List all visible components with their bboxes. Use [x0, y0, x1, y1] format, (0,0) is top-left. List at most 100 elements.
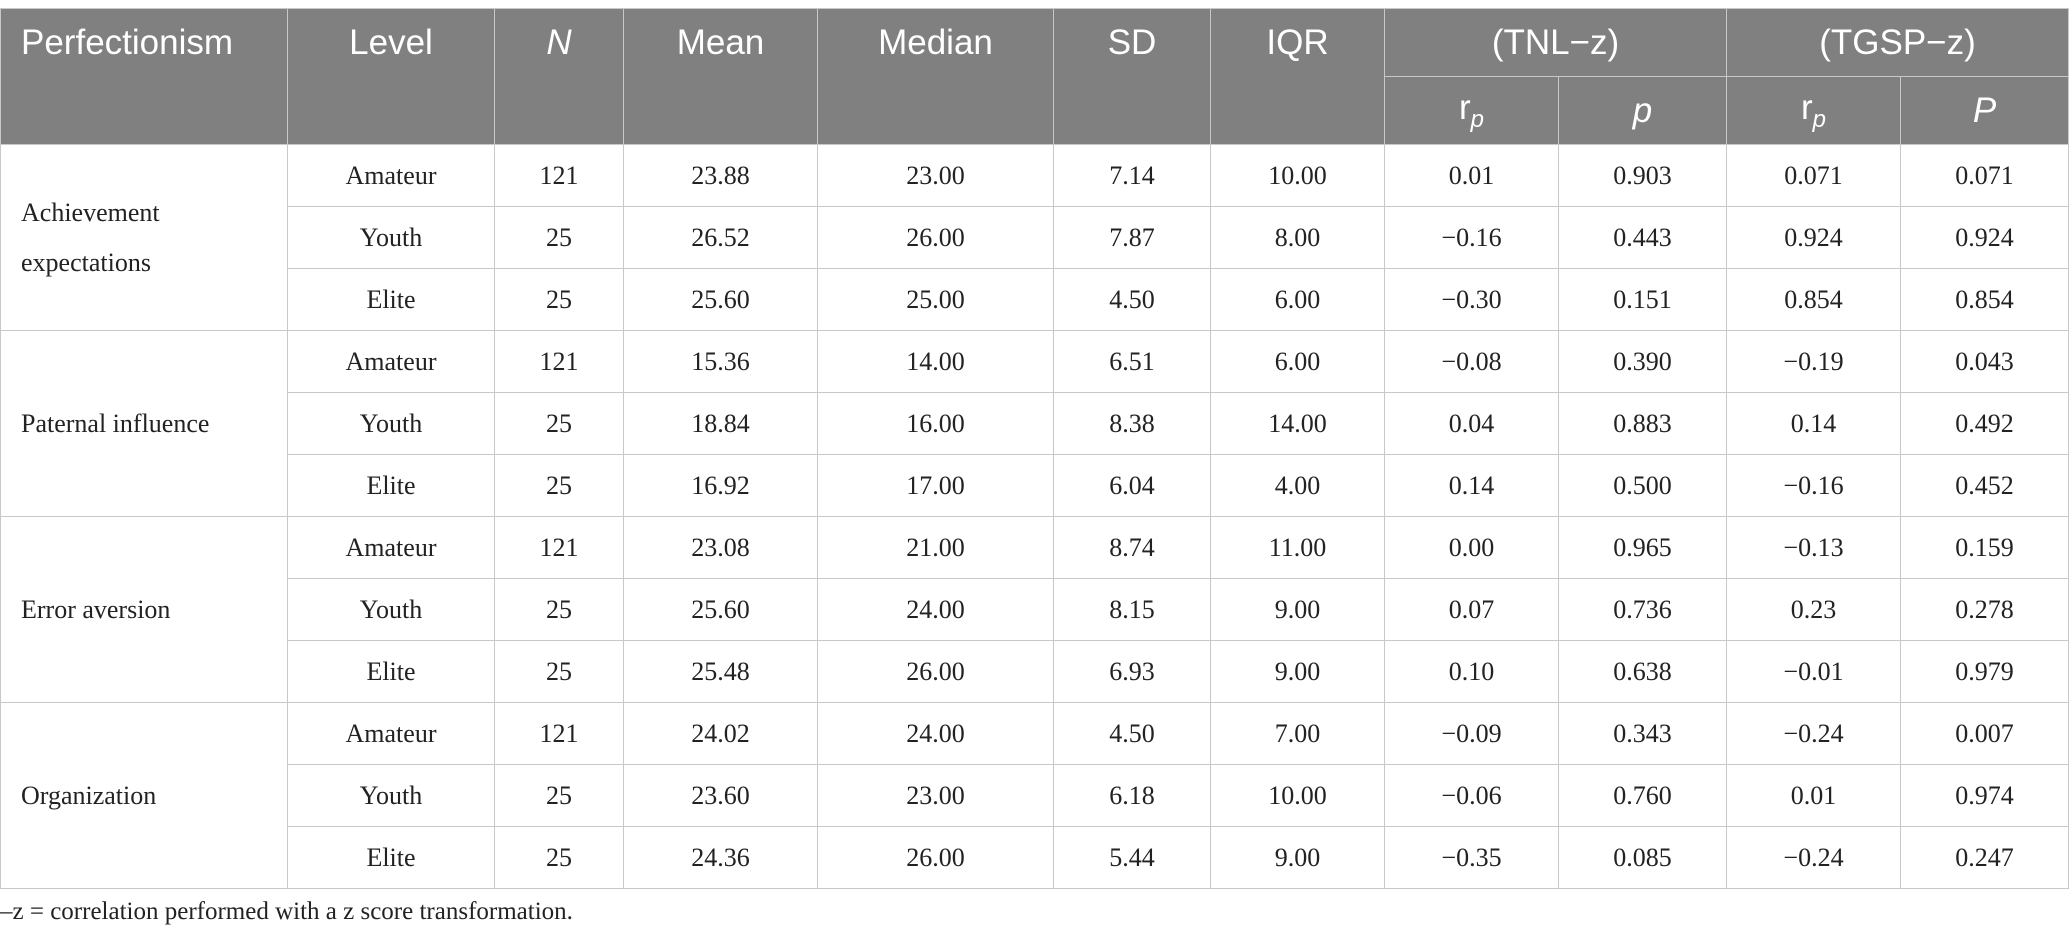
cell-sd: 8.74 — [1053, 516, 1211, 579]
table-row: Youth 25 25.60 24.00 8.15 9.00 0.07 0.736 0.23 0.… — [1, 578, 2070, 641]
table-row: Elite 25 24.36 26.00 5.44 9.00 −0.35 0.085 −0.24… — [1, 826, 2070, 889]
cell-n: 121 — [494, 330, 624, 393]
cell-tnl-rp: 0.10 — [1384, 640, 1559, 703]
cell-median: 26.00 — [817, 640, 1054, 703]
group-label: Achievement expectations — [0, 144, 288, 331]
cell-tgsp-p: 0.043 — [1899, 330, 2070, 393]
cell-tgsp-p: 0.159 — [1899, 516, 2070, 579]
cell-median: 23.00 — [817, 144, 1054, 207]
table-row: Organization Amateur 121 24.02 24.00 4.50 7.00… — [0, 702, 2070, 889]
cell-iqr: 9.00 — [1210, 640, 1385, 703]
cell-mean: 16.92 — [623, 454, 818, 517]
cell-median: 24.00 — [817, 702, 1054, 765]
cell-tnl-p: 0.500 — [1558, 454, 1727, 517]
cell-iqr: 4.00 — [1210, 454, 1385, 517]
cell-tnl-p: 0.903 — [1558, 144, 1727, 207]
rp-base: r — [1800, 87, 1813, 127]
cell-level: Elite — [287, 268, 495, 331]
header-tgsp-p: P — [1899, 76, 2070, 145]
cell-sd: 4.50 — [1053, 268, 1211, 331]
cell-tgsp-rp: −0.24 — [1726, 826, 1901, 889]
cell-tgsp-p: 0.854 — [1899, 268, 2070, 331]
cell-mean: 25.60 — [623, 268, 818, 331]
cell-tgsp-rp: 0.23 — [1726, 578, 1901, 641]
table-row: Youth 25 23.60 23.00 6.18 10.00 −0.06 0.760 0.01… — [1, 764, 2070, 827]
cell-tnl-p: 0.443 — [1558, 206, 1727, 269]
cell-tnl-p: 0.736 — [1558, 578, 1727, 641]
table-row: Youth 25 18.84 16.00 8.38 14.00 0.04 0.883 0.14 0… — [1, 392, 2070, 455]
rp-base: r — [1458, 87, 1471, 127]
cell-tgsp-p: 0.452 — [1899, 454, 2070, 517]
header-perfectionism: Perfectionism — [0, 8, 288, 145]
cell-n: 25 — [494, 640, 624, 703]
cell-tnl-p: 0.965 — [1558, 516, 1727, 579]
cell-iqr: 6.00 — [1210, 268, 1385, 331]
cell-tgsp-p: 0.071 — [1899, 144, 2070, 207]
cell-n: 25 — [494, 268, 624, 331]
header-median: Median — [817, 8, 1054, 145]
cell-median: 25.00 — [817, 268, 1054, 331]
cell-tgsp-rp: −0.13 — [1726, 516, 1901, 579]
cell-median: 26.00 — [817, 826, 1054, 889]
cell-iqr: 6.00 — [1210, 330, 1385, 393]
cell-sd: 6.18 — [1053, 764, 1211, 827]
cell-tnl-p: 0.390 — [1558, 330, 1727, 393]
cell-median: 21.00 — [817, 516, 1054, 579]
table-row: Paternal influence Amateur 121 15.36 14.00 6.… — [0, 330, 2070, 517]
header-tgsp-rp: rp — [1726, 76, 1901, 145]
cell-sd: 8.15 — [1053, 578, 1211, 641]
cell-tnl-p: 0.085 — [1558, 826, 1727, 889]
cell-mean: 15.36 — [623, 330, 818, 393]
cell-median: 24.00 — [817, 578, 1054, 641]
cell-level: Amateur — [287, 702, 495, 765]
cell-n: 25 — [494, 826, 624, 889]
cell-tgsp-rp: 0.01 — [1726, 764, 1901, 827]
cell-tgsp-p: 0.007 — [1899, 702, 2070, 765]
table-row: Elite 25 25.60 25.00 4.50 6.00 −0.30 0.151 0.854… — [1, 268, 2070, 331]
cell-tgsp-p: 0.974 — [1899, 764, 2070, 827]
cell-mean: 24.02 — [623, 702, 818, 765]
cell-tnl-rp: −0.35 — [1384, 826, 1559, 889]
cell-mean: 26.52 — [623, 206, 818, 269]
cell-median: 14.00 — [817, 330, 1054, 393]
group-label: Paternal influence — [0, 330, 288, 517]
cell-tnl-rp: 0.04 — [1384, 392, 1559, 455]
cell-n: 25 — [494, 206, 624, 269]
cell-n: 25 — [494, 392, 624, 455]
cell-level: Elite — [287, 454, 495, 517]
cell-tgsp-rp: 0.071 — [1726, 144, 1901, 207]
cell-mean: 25.60 — [623, 578, 818, 641]
table-body: Achievement expectations Amateur 121 23.88 2… — [0, 144, 2070, 889]
cell-tnl-rp: 0.14 — [1384, 454, 1559, 517]
table-footnote: –z = correlation performed with a z scor… — [0, 898, 573, 925]
table-row: Error aversion Amateur 121 23.08 21.00 8.74 11… — [0, 516, 2070, 703]
cell-level: Youth — [287, 392, 495, 455]
cell-tgsp-p: 0.278 — [1899, 578, 2070, 641]
header-tnl-rp: rp — [1384, 76, 1559, 145]
header-tgsp-z: (TGSP−z) — [1725, 8, 2070, 77]
table-row: Elite 25 25.48 26.00 6.93 9.00 0.10 0.638 −0.01 0… — [1, 640, 2070, 703]
cell-tnl-p: 0.343 — [1558, 702, 1727, 765]
cell-tgsp-rp: −0.01 — [1726, 640, 1901, 703]
cell-iqr: 11.00 — [1210, 516, 1385, 579]
cell-sd: 7.14 — [1053, 144, 1211, 207]
table-row: Achievement expectations Amateur 121 23.88 2… — [0, 144, 2070, 331]
table-row: Elite 25 16.92 17.00 6.04 4.00 0.14 0.500 −0.16 0… — [1, 454, 2070, 517]
table-row: Youth 25 26.52 26.00 7.87 8.00 −0.16 0.443 0.924… — [1, 206, 2070, 269]
cell-n: 25 — [494, 764, 624, 827]
header-level: Level — [287, 8, 495, 145]
cell-n: 121 — [494, 144, 624, 207]
cell-mean: 23.88 — [623, 144, 818, 207]
cell-tnl-p: 0.883 — [1558, 392, 1727, 455]
cell-tnl-p: 0.760 — [1558, 764, 1727, 827]
cell-sd: 8.38 — [1053, 392, 1211, 455]
header-iqr: IQR — [1210, 8, 1385, 145]
rp-subscript: p — [1812, 105, 1826, 133]
cell-iqr: 7.00 — [1210, 702, 1385, 765]
cell-median: 26.00 — [817, 206, 1054, 269]
cell-iqr: 8.00 — [1210, 206, 1385, 269]
cell-level: Elite — [287, 640, 495, 703]
cell-level: Amateur — [287, 330, 495, 393]
cell-iqr: 10.00 — [1210, 144, 1385, 207]
cell-tgsp-p: 0.247 — [1899, 826, 2070, 889]
